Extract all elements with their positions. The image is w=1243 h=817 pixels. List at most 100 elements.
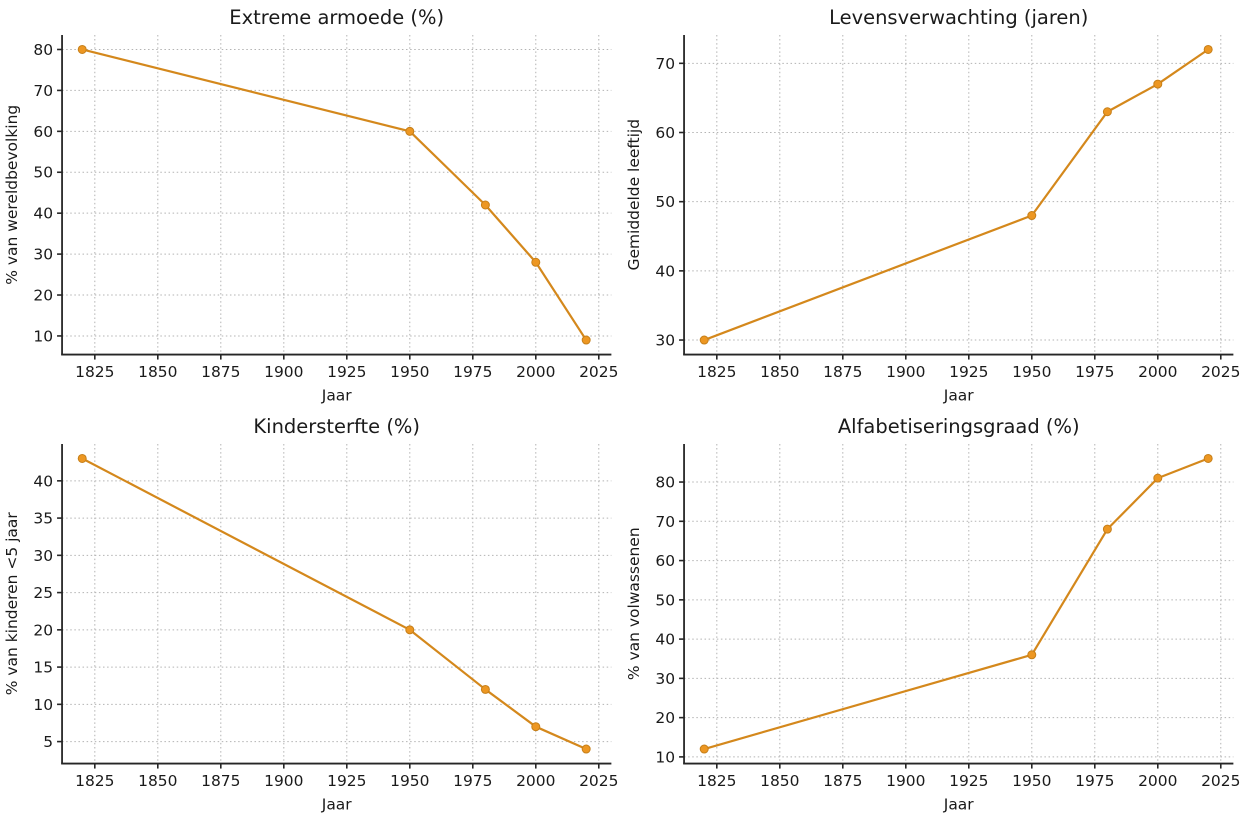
y-tick-label: 40 — [33, 205, 53, 223]
x-tick-label: 1975 — [453, 363, 492, 381]
y-tick-label: 60 — [33, 123, 53, 141]
data-point-marker — [1026, 649, 1036, 659]
x-tick-label: 2000 — [1138, 363, 1177, 381]
y-tick-label: 20 — [33, 621, 53, 639]
x-tick-label: 2025 — [579, 772, 618, 790]
y-tick-label: 60 — [655, 124, 675, 142]
data-point-marker — [531, 257, 541, 267]
x-tick-label: 1825 — [75, 363, 114, 381]
data-point-marker — [699, 744, 709, 754]
x-tick-label: 1900 — [886, 772, 925, 790]
y-tick-label: 20 — [33, 287, 53, 305]
data-point-marker — [77, 453, 87, 463]
y-tick-label: 50 — [655, 591, 675, 609]
y-axis-label: Gemiddelde leeftijd — [625, 119, 643, 271]
data-point-marker — [1026, 211, 1036, 221]
data-point-marker — [1152, 473, 1162, 483]
y-tick-label: 40 — [33, 472, 53, 490]
x-tick-label: 1900 — [886, 363, 925, 381]
x-axis-label: Jaar — [942, 387, 974, 405]
y-tick-label: 35 — [33, 509, 53, 527]
x-tick-label: 1950 — [390, 363, 429, 381]
data-point-marker — [1102, 107, 1112, 117]
chart-alfabetiseringsgraad: 1825 1850 1875 1900 1925 1950 1975 2000 2025 10 20… — [625, 414, 1240, 813]
y-tick-label: 30 — [33, 546, 53, 564]
x-tick-label: 1875 — [201, 363, 240, 381]
y-tick-label: 10 — [655, 748, 675, 766]
y-tick-label: 10 — [33, 695, 53, 713]
y-tick-label: 30 — [655, 669, 675, 687]
y-tick-label: 60 — [655, 552, 675, 570]
x-tick-label: 1950 — [1012, 772, 1051, 790]
x-tick-label: 1975 — [1075, 363, 1114, 381]
x-tick-label: 1875 — [823, 363, 862, 381]
y-tick-label: 10 — [33, 327, 53, 345]
x-tick-label: 1850 — [138, 772, 177, 790]
data-point-marker — [581, 744, 591, 754]
y-tick-label: 70 — [655, 512, 675, 530]
x-tick-label: 2000 — [516, 772, 555, 790]
chart-title: Alfabetiseringsgraad (%) — [837, 414, 1079, 437]
y-tick-label: 30 — [33, 246, 53, 264]
y-tick-label: 25 — [33, 584, 53, 602]
chart-levensverwachting: 1825 1850 1875 1900 1925 1950 1975 2000 2025 30 40… — [625, 6, 1240, 405]
data-point-marker — [581, 335, 591, 345]
data-point-marker — [699, 335, 709, 345]
data-point-marker — [405, 126, 415, 136]
x-tick-label: 1825 — [75, 772, 114, 790]
data-point-marker — [1203, 453, 1213, 463]
data-point-marker — [405, 624, 415, 634]
x-tick-label: 2025 — [579, 363, 618, 381]
x-axis-label: Jaar — [321, 387, 353, 405]
x-tick-label: 1925 — [949, 772, 988, 790]
x-tick-label: 1950 — [1012, 363, 1051, 381]
x-tick-label: 1925 — [327, 363, 366, 381]
chart-title: Kindersterfte (%) — [253, 414, 420, 437]
y-tick-label: 80 — [655, 473, 675, 491]
x-tick-label: 1875 — [823, 772, 862, 790]
y-tick-label: 70 — [655, 55, 675, 73]
y-tick-label: 50 — [655, 193, 675, 211]
y-tick-label: 40 — [655, 262, 675, 280]
x-tick-label: 1850 — [760, 772, 799, 790]
y-tick-label: 70 — [33, 82, 53, 100]
y-tick-label: 5 — [43, 733, 53, 751]
chart-kindersterfte: 1825 1850 1875 1900 1925 1950 1975 2000 20255101… — [3, 414, 618, 813]
y-tick-label: 30 — [655, 332, 675, 350]
data-point-marker — [1102, 524, 1112, 534]
x-axis-label: Jaar — [321, 795, 353, 813]
y-axis-label: % van wereldbevolking — [3, 105, 21, 285]
subplot-extreme-armoede: 1825 1850 1875 1900 1925 1950 1975 2000 2025 10 20… — [0, 0, 621, 408]
x-tick-label: 1900 — [264, 363, 303, 381]
x-tick-label: 1975 — [1075, 772, 1114, 790]
x-tick-label: 1975 — [453, 772, 492, 790]
x-tick-label: 1850 — [138, 363, 177, 381]
chart-extreme-armoede: 1825 1850 1875 1900 1925 1950 1975 2000 2025 10 20… — [3, 6, 618, 405]
x-tick-label: 2025 — [1201, 363, 1240, 381]
y-tick-label: 80 — [33, 41, 53, 59]
x-axis-label: Jaar — [942, 795, 974, 813]
chart-title: Levensverwachting (jaren) — [829, 6, 1088, 29]
subplot-kindersterfte: 1825 1850 1875 1900 1925 1950 1975 2000 2025 5 10 1… — [0, 409, 621, 817]
data-point-marker — [1203, 44, 1213, 54]
y-tick-label: 20 — [655, 709, 675, 727]
data-point-marker — [531, 721, 541, 731]
x-tick-label: 1900 — [264, 772, 303, 790]
data-point-marker — [77, 44, 87, 54]
y-tick-label: 50 — [33, 164, 53, 182]
subplot-alfabetiseringsgraad: 1825 1850 1875 1900 1925 1950 1975 2000 2025 10 20… — [622, 409, 1243, 817]
x-tick-label: 1825 — [697, 363, 736, 381]
subplot-levensverwachting: 1825 1850 1875 1900 1925 1950 1975 2000 2025 30 40… — [622, 0, 1243, 408]
x-tick-label: 1825 — [697, 772, 736, 790]
x-tick-label: 1850 — [760, 363, 799, 381]
y-axis-label: % van kinderen <5 jaar — [3, 511, 21, 695]
x-tick-label: 2000 — [516, 363, 555, 381]
x-tick-label: 1925 — [327, 772, 366, 790]
y-axis-label: % van volwassenen — [625, 527, 643, 680]
x-tick-label: 1925 — [949, 363, 988, 381]
x-tick-label: 1950 — [390, 772, 429, 790]
x-tick-label: 2025 — [1201, 772, 1240, 790]
data-point-marker — [1152, 79, 1162, 89]
x-tick-label: 2000 — [1138, 772, 1177, 790]
